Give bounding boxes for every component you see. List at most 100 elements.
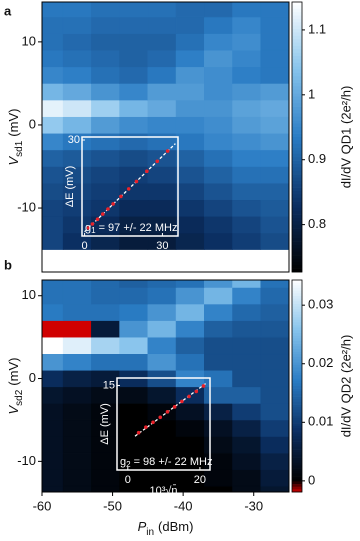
heatmap-cell (260, 99, 289, 117)
heatmap-cell (119, 353, 149, 371)
x-tick-label: -30 (244, 498, 263, 513)
colorbar-slice (292, 378, 302, 381)
colorbar-slice (292, 83, 302, 87)
colorbar-slice (292, 439, 302, 442)
colorbar-frame (291, 1, 303, 273)
colorbar-slice (292, 452, 302, 456)
y-tick-label: -10 (17, 199, 36, 214)
heatmap (42, 280, 289, 492)
colorbar-slice (292, 404, 302, 408)
heatmap-cell (175, 232, 205, 250)
heatmap-cell (232, 116, 262, 134)
data-point (111, 202, 115, 206)
heatmap-cell (42, 403, 64, 421)
heatmap-cell (204, 83, 233, 101)
colorbar-slice (292, 86, 302, 91)
heatmap-cell (91, 452, 120, 470)
data-point (172, 405, 177, 409)
colorbar-slice (292, 194, 302, 199)
heatmap-cell (260, 469, 289, 487)
heatmap-cell (175, 303, 205, 321)
heatmap-cell (119, 436, 149, 454)
data-point (145, 169, 149, 173)
heatmap-cell (91, 33, 120, 51)
heatmap-cell (204, 2, 233, 18)
heatmap-cell (175, 83, 205, 101)
colorbar-slice (292, 367, 302, 371)
colorbar-slice (292, 393, 302, 397)
colorbar-slice (292, 462, 302, 466)
heatmap-cell (91, 116, 120, 134)
colorbar-slice (292, 126, 302, 131)
colorbar-slice (292, 123, 302, 128)
colorbar-slice (292, 391, 302, 395)
heatmap-cell (175, 353, 205, 371)
heatmap-cell (42, 132, 64, 151)
heatmap-cell (91, 66, 120, 84)
heatmap-cell (260, 216, 289, 234)
colorbar-slice (292, 69, 302, 74)
heatmap-cell (91, 320, 120, 338)
heatmap-cell (119, 149, 149, 167)
heatmap-cell (232, 33, 262, 51)
colorbar-slice (292, 433, 302, 437)
heatmap-cell (175, 320, 205, 338)
heatmap-cell (175, 116, 205, 134)
annotation-text: = 97 +/- 22 MHz (99, 222, 178, 234)
heatmap-cell (232, 49, 262, 68)
colorbar-slice (292, 29, 302, 33)
heatmap-cell (62, 16, 92, 34)
heatmap-cell (175, 16, 205, 34)
inset-frame (116, 377, 211, 471)
heatmap-cell (204, 33, 233, 51)
colorbar-slice (292, 333, 302, 336)
colorbar-slice (292, 396, 302, 400)
heatmap-cell (62, 83, 92, 101)
colorbar-slice (292, 364, 302, 368)
heatmap-cell (232, 199, 262, 217)
heatmap-cell (260, 2, 289, 18)
colorbar-slice (292, 446, 302, 450)
colorbar-slice (292, 362, 302, 366)
heatmap-cell (260, 436, 289, 454)
x-tick-label: -60 (33, 498, 52, 513)
heatmap-cell (260, 33, 289, 51)
heatmap-cell (147, 386, 177, 404)
colorbar-slice (292, 486, 302, 490)
heatmap-cell (62, 66, 92, 84)
heatmap-cell (62, 419, 92, 437)
heatmap-cell (42, 419, 64, 437)
data-point (194, 389, 199, 394)
colorbar-slice (292, 293, 302, 297)
heatmap-cell (260, 369, 289, 388)
heatmap-cell (204, 436, 233, 454)
colorbar-slice (292, 423, 302, 427)
colorbar-slice (292, 473, 302, 477)
y-tick-label: 10 (22, 287, 36, 302)
heatmap-cell (42, 232, 64, 250)
inset-y-tick-label: 30 (68, 134, 80, 146)
heatmap-cell (119, 33, 149, 51)
data-point (126, 187, 131, 191)
annotation-subscript: 2 (126, 460, 131, 469)
heatmap-cell (204, 353, 233, 371)
heatmap-cell (119, 336, 149, 355)
heatmap-cell (232, 287, 262, 305)
data-point (134, 179, 139, 184)
annotation-symbol: g (85, 222, 91, 234)
heatmap-cell (175, 166, 205, 184)
colorbar-slice (292, 180, 302, 185)
colorbar-label: dI/dV QD2 (2e²/h) (338, 335, 353, 438)
colorbar-tick-label: 0.02 (308, 355, 333, 370)
colorbar-slice (292, 348, 302, 352)
colorbar-slice (292, 468, 302, 472)
heatmap-cell (62, 386, 92, 404)
heatmap-cell (147, 2, 177, 18)
colorbar-slice (292, 39, 302, 43)
colorbar-slice (292, 241, 302, 246)
heatmap-cell (91, 166, 120, 184)
heatmap-cell (232, 16, 262, 34)
heatmap-cell (175, 419, 205, 437)
